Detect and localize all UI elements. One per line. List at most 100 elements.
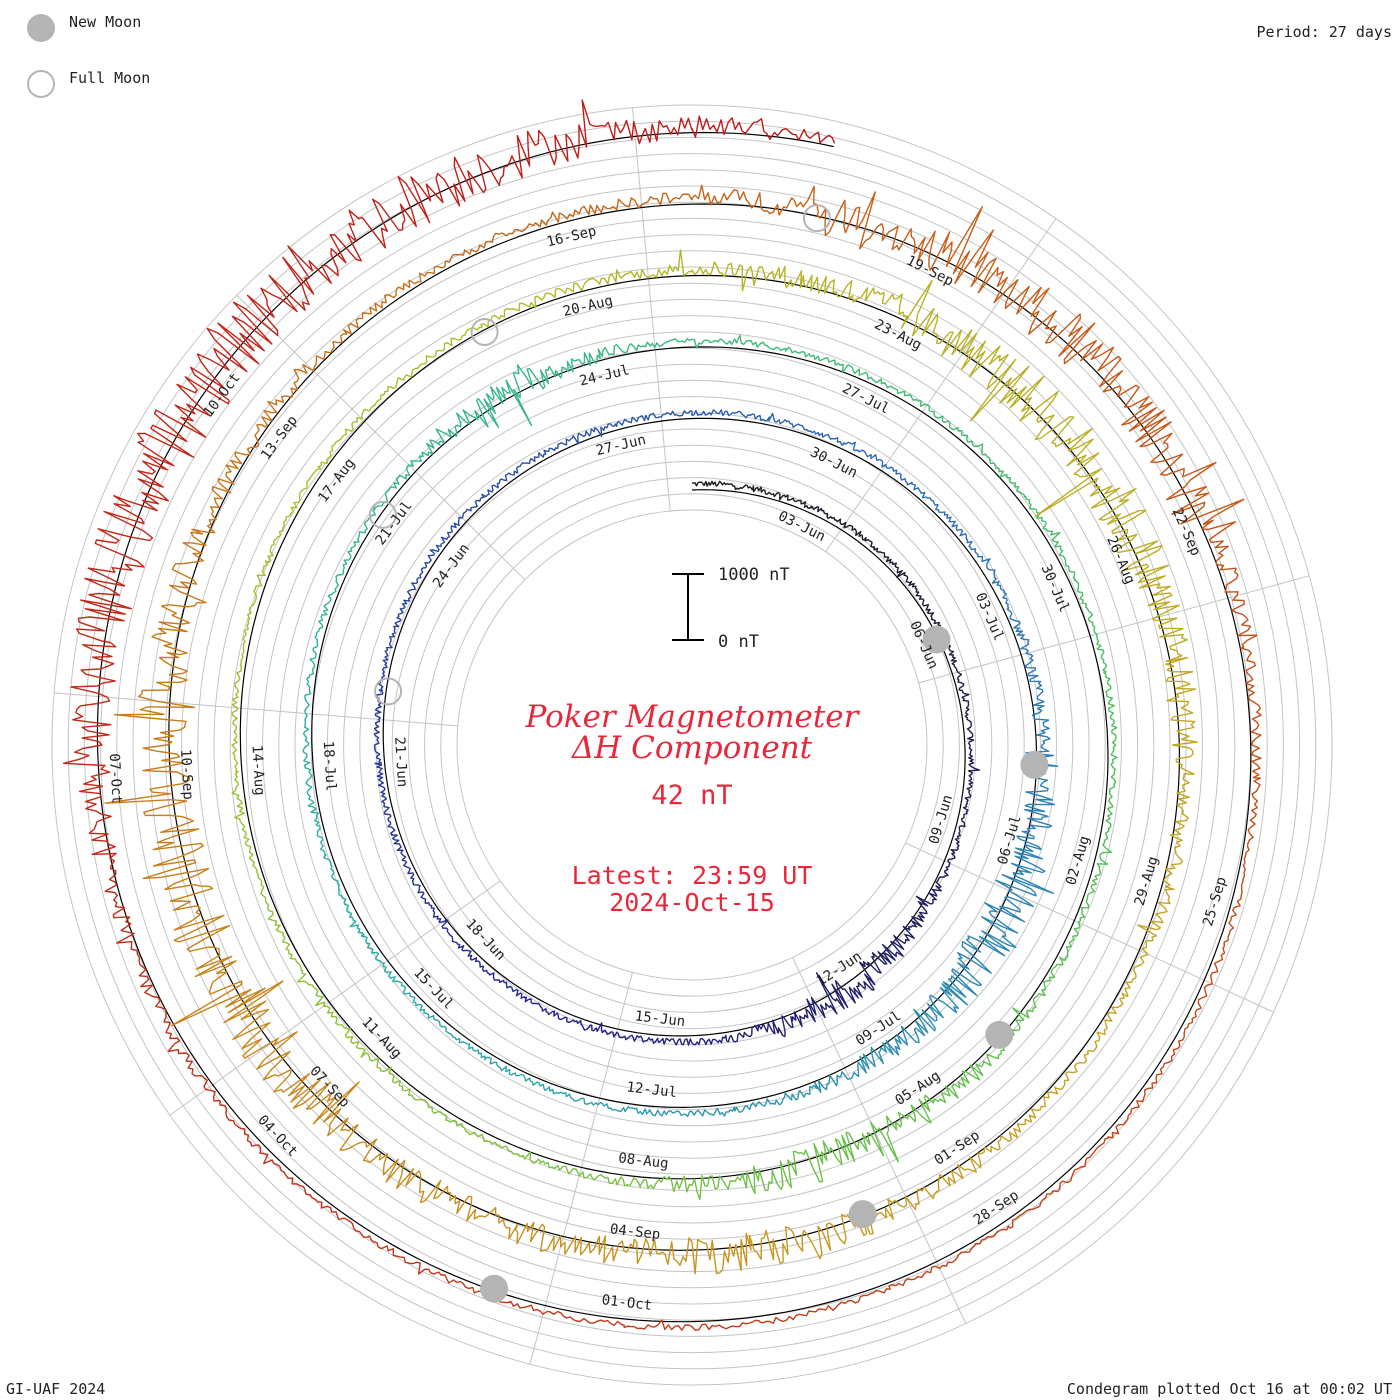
series-trace-day bbox=[888, 1225, 1011, 1287]
grid-ring bbox=[245, 298, 1139, 1192]
chart-title: Poker Magnetometer bbox=[525, 699, 861, 735]
series-trace-day bbox=[923, 1036, 1009, 1104]
series-trace-day bbox=[1055, 992, 1129, 1091]
series-trace-day bbox=[360, 935, 417, 1007]
latest-time: Latest: 23:59 UT bbox=[572, 861, 813, 890]
series-trace-day bbox=[373, 439, 441, 510]
series-trace-day bbox=[78, 779, 126, 919]
series-trace-day bbox=[468, 954, 528, 1000]
series-trace-day bbox=[853, 934, 905, 998]
series-trace-day bbox=[956, 426, 1026, 498]
series-trace-day bbox=[759, 1285, 891, 1324]
series-trace-day bbox=[334, 508, 376, 593]
series-trace-day bbox=[863, 536, 911, 584]
series-trace-day bbox=[1006, 956, 1066, 1044]
series-trace-day bbox=[1103, 671, 1118, 771]
series-trace-day bbox=[515, 1221, 635, 1264]
current-value: 42 nT bbox=[651, 780, 732, 811]
series-trace-day bbox=[445, 1119, 542, 1164]
series-trace-day bbox=[1064, 866, 1102, 961]
date-label: 09-Jun bbox=[926, 793, 956, 846]
latest-date: 2024-Oct-15 bbox=[609, 888, 775, 917]
series-trace-day bbox=[435, 379, 533, 446]
series-trace-day bbox=[639, 1172, 743, 1201]
series-trace-day bbox=[597, 337, 693, 359]
series-trace-day bbox=[113, 376, 231, 512]
series-trace-day bbox=[784, 346, 876, 382]
series-trace-day bbox=[1124, 886, 1175, 997]
grid-ring bbox=[391, 444, 993, 1046]
series-trace-day bbox=[799, 274, 908, 317]
date-label: 25-Sep bbox=[1200, 875, 1230, 928]
series-trace-day bbox=[317, 386, 392, 470]
series-trace-day bbox=[115, 916, 181, 1045]
series-trace-day bbox=[282, 176, 428, 295]
series-trace-day bbox=[190, 256, 310, 402]
label-layer: 03-Jun06-Jun09-Jun12-Jun15-Jun18-Jun21-J… bbox=[106, 223, 1230, 1314]
chart-subtitle: ΔH Component bbox=[571, 730, 813, 766]
series-trace-day bbox=[543, 422, 617, 455]
series-trace-day bbox=[691, 184, 819, 216]
series-trace-day bbox=[1240, 647, 1262, 779]
scale-bar: 1000 nT 0 nT bbox=[672, 565, 790, 652]
series-trace-day bbox=[810, 505, 865, 541]
scale-top-label: 1000 nT bbox=[718, 565, 790, 585]
series-trace-day bbox=[553, 99, 693, 166]
date-label: 27-Jun bbox=[595, 432, 648, 459]
series-trace-day bbox=[900, 279, 1009, 390]
grid-ring bbox=[326, 379, 1058, 1111]
series-trace-day bbox=[691, 261, 803, 292]
series-trace-day bbox=[633, 1232, 752, 1275]
series-trace-day bbox=[104, 774, 214, 902]
series-trace-day bbox=[1096, 768, 1117, 868]
series-trace-day bbox=[1073, 578, 1107, 673]
full-moon-marker bbox=[374, 677, 403, 706]
date-label: 03-Jul bbox=[972, 590, 1007, 643]
date-label: 29-Aug bbox=[1132, 855, 1162, 908]
legend-new-moon: New Moon bbox=[27, 13, 142, 42]
series-trace-day bbox=[1034, 452, 1159, 554]
grid-ring bbox=[51, 104, 1333, 1386]
series-trace-day bbox=[396, 553, 435, 621]
grid-spoke bbox=[792, 957, 967, 1324]
series-trace-day bbox=[984, 843, 1054, 928]
full-moon-marker bbox=[802, 204, 831, 233]
grid-ring bbox=[197, 250, 1187, 1240]
date-label: 08-Aug bbox=[617, 1150, 669, 1172]
legend-new-moon-label: New Moon bbox=[69, 13, 142, 31]
grid-ring bbox=[67, 120, 1317, 1370]
series-trace-day bbox=[259, 1152, 370, 1239]
date-label: 18-Jun bbox=[462, 916, 508, 964]
date-label: 07-Oct bbox=[106, 753, 125, 804]
series-trace-day bbox=[942, 916, 1019, 998]
new-moon-marker bbox=[1020, 750, 1049, 779]
series-trace-day bbox=[323, 854, 365, 937]
date-label: 14-Aug bbox=[248, 745, 267, 796]
series-trace-day bbox=[1163, 773, 1195, 888]
grid-layer bbox=[51, 104, 1333, 1386]
series-trace-day bbox=[1234, 777, 1261, 909]
footer-plot-time: Condegram plotted Oct 16 at 00:02 UT bbox=[1066, 1380, 1392, 1398]
series-trace-day bbox=[1165, 656, 1198, 775]
series-trace-day bbox=[867, 1164, 973, 1235]
series-trace-day bbox=[834, 1097, 932, 1163]
series-trace-day bbox=[512, 352, 601, 427]
grid-spoke bbox=[905, 842, 1274, 1013]
grid-ring bbox=[440, 493, 944, 997]
series-trace-day bbox=[302, 676, 312, 769]
series-trace-day bbox=[297, 969, 367, 1058]
series-trace-day bbox=[791, 972, 859, 1028]
full-moon-marker bbox=[368, 500, 397, 529]
series-trace-day bbox=[623, 1319, 761, 1331]
date-label: 11-Aug bbox=[358, 1014, 404, 1062]
series-trace-day bbox=[231, 665, 243, 773]
series-trace-day bbox=[970, 358, 1094, 467]
series-trace-day bbox=[896, 885, 942, 945]
grid-ring bbox=[343, 396, 1041, 1094]
series-trace-day bbox=[264, 467, 321, 564]
series-trace-day bbox=[751, 485, 813, 510]
date-label: 16-Sep bbox=[545, 223, 598, 250]
series-trace-day bbox=[726, 1015, 794, 1043]
series-trace-day bbox=[656, 1034, 728, 1046]
new-moon-icon bbox=[27, 14, 55, 42]
